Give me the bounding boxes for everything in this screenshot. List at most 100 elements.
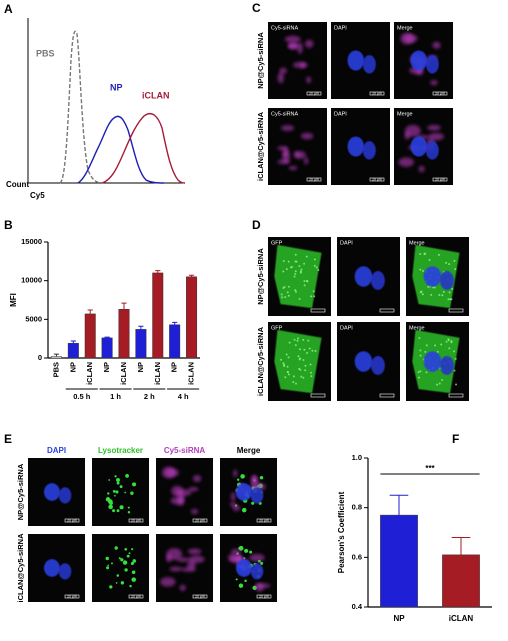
- y-tick-label: 0.4: [352, 602, 363, 611]
- speckle: [294, 289, 297, 292]
- vesicle: [109, 585, 113, 589]
- np-curve: [77, 115, 165, 184]
- row-label: iCLAN@Cy5-siRNA: [256, 111, 265, 181]
- bar: [380, 514, 418, 608]
- signal: [427, 124, 441, 131]
- error-bar: [188, 274, 195, 277]
- speckle: [313, 295, 316, 298]
- speckle: [284, 376, 287, 379]
- scale-bar: [192, 594, 208, 599]
- x-tick-label: NP: [68, 362, 77, 372]
- speckle: [298, 297, 301, 300]
- nucleus: [58, 487, 72, 504]
- speckle: [440, 343, 443, 346]
- legend-label: PBS: [36, 48, 55, 58]
- nucleus: [354, 266, 373, 287]
- x-tick-label: iCLAN: [187, 362, 196, 385]
- speckle: [287, 260, 290, 263]
- speckle: [315, 266, 318, 269]
- channel-label: Merge: [409, 240, 425, 246]
- speckle: [289, 266, 292, 269]
- speckle: [304, 364, 307, 367]
- speckle: [304, 369, 307, 372]
- scale-label: 20 μm: [372, 178, 382, 182]
- speckle: [445, 261, 448, 264]
- nucleus: [362, 55, 376, 74]
- speckle: [441, 379, 444, 382]
- vesicle: [120, 581, 125, 585]
- axis-label: Pearson's Coefficient: [337, 491, 346, 573]
- micrograph: DAPI: [337, 322, 400, 401]
- speckle: [309, 363, 312, 366]
- signal: [300, 132, 314, 140]
- channel-label: GFP: [271, 240, 283, 246]
- speckle: [306, 351, 309, 354]
- pbs-curve: [59, 30, 101, 184]
- x-tick-label: NP: [136, 362, 145, 372]
- y-tick-label: 0.8: [352, 503, 362, 512]
- error-bar: [155, 270, 161, 273]
- vesicle: [124, 568, 128, 572]
- speckle: [419, 252, 422, 255]
- speckle: [442, 290, 445, 293]
- nucleus: [58, 563, 72, 580]
- scale-label: 20 μm: [435, 178, 445, 182]
- scale-bar: [379, 308, 395, 313]
- micrograph: 20 μm Cy5-siRNA: [268, 22, 327, 99]
- vesicle: [126, 554, 130, 558]
- micrograph: 20 μm: [220, 534, 277, 602]
- speckle: [282, 270, 285, 273]
- signal: [292, 61, 308, 69]
- vesicle: [129, 584, 132, 588]
- signal: [304, 39, 314, 48]
- error-bar: [121, 302, 127, 310]
- speckle: [302, 359, 305, 362]
- signal: [306, 76, 312, 84]
- signal: [175, 489, 192, 497]
- signal: [232, 505, 241, 511]
- scale-bar: [369, 91, 385, 96]
- signal: [231, 491, 236, 502]
- vesicle: [105, 497, 111, 502]
- nucleus: [235, 559, 252, 577]
- signal: [190, 508, 199, 515]
- signal: [170, 496, 184, 505]
- channel-label: Merge: [237, 446, 261, 455]
- signal: [161, 466, 176, 479]
- speckle: [447, 298, 450, 301]
- scale-bar: [432, 91, 448, 96]
- speckle: [448, 347, 451, 350]
- speckle: [302, 338, 305, 341]
- vesicle: [112, 509, 116, 513]
- signal: [251, 475, 259, 486]
- vesicle: [130, 491, 134, 495]
- nucleus: [425, 55, 439, 74]
- speckle: [302, 376, 305, 379]
- scale-label: 20 μm: [131, 595, 141, 599]
- signal: [404, 131, 411, 140]
- speckle: [417, 371, 420, 374]
- x-tick-label: NP: [170, 362, 179, 372]
- nucleus: [250, 563, 264, 580]
- speckle: [287, 285, 290, 288]
- y-tick-label: 0: [38, 353, 42, 362]
- speckle: [313, 258, 316, 261]
- speckle: [288, 341, 291, 344]
- vesicle: [115, 582, 118, 584]
- speckle: [298, 265, 301, 268]
- speckle: [303, 348, 306, 351]
- speckle: [294, 344, 297, 347]
- scale-bar: [310, 308, 326, 313]
- speckle: [285, 268, 288, 271]
- nucleus: [410, 50, 428, 71]
- signal: [432, 41, 441, 49]
- speckle: [287, 373, 290, 376]
- micrograph: 20 μm: [156, 534, 213, 602]
- vesicle: [124, 547, 128, 551]
- speckle: [427, 285, 430, 288]
- signal: [233, 469, 238, 478]
- micrograph: 20 μm Merge: [394, 108, 453, 185]
- speckle: [317, 268, 320, 271]
- nucleus: [43, 483, 60, 501]
- vesicle: [107, 564, 109, 567]
